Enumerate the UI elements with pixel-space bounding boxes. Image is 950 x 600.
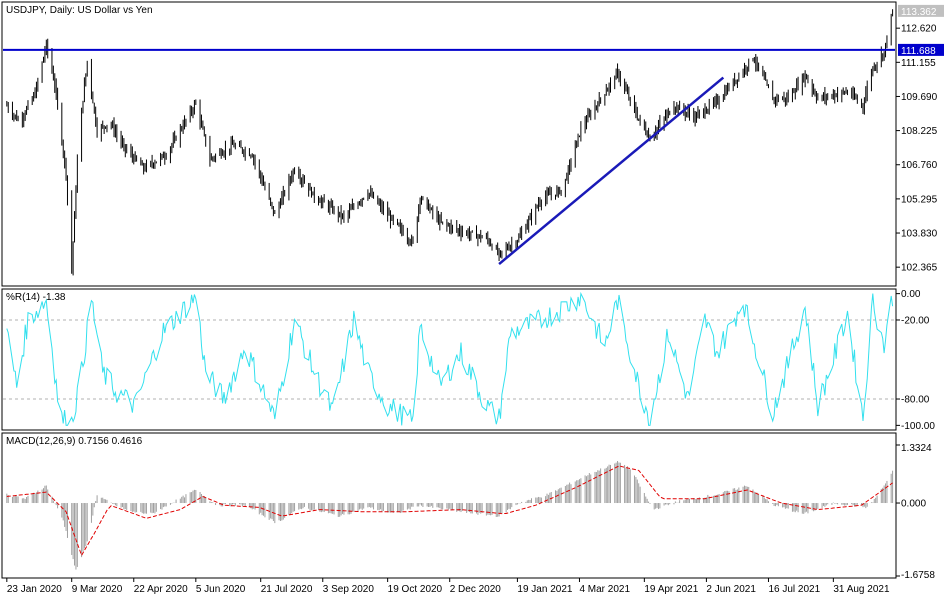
macd-indicator: [6, 460, 894, 570]
x-tick-label: 16 Jul 2021: [768, 584, 820, 595]
x-tick-label: 3 Sep 2020: [323, 584, 375, 595]
price-chart-title: USDJPY, Daily: US Dollar vs Yen: [6, 5, 153, 16]
x-tick-label: 9 Mar 2020: [72, 584, 123, 595]
price-tick-label: 109.690: [901, 92, 938, 103]
x-tick-label: 19 Oct 2020: [388, 584, 443, 595]
x-tick-label: 2 Dec 2020: [450, 584, 502, 595]
macd-tick-label: 1.3324: [901, 443, 932, 454]
price-overlays: [3, 48, 895, 265]
price-tick-label: 108.225: [901, 126, 938, 137]
x-tick-label: 2 Jun 2021: [706, 584, 756, 595]
price-tick-label: 111.155: [901, 58, 936, 69]
macd-signal-line: [6, 465, 893, 557]
x-tick-label: 19 Jan 2021: [517, 584, 572, 595]
x-tick-label: 21 Jul 2020: [261, 584, 313, 595]
x-tick-label: 4 Mar 2021: [579, 584, 630, 595]
macd-title: MACD(12,26,9) 0.7156 0.4616: [6, 436, 143, 447]
wpr-tick-label: -20.00: [901, 315, 930, 326]
price-tick-label: 105.295: [901, 194, 938, 205]
current-price-label: 113.362: [901, 7, 937, 18]
price-panel: [1, 1, 897, 287]
wpr-line: [6, 291, 894, 426]
price-tick-label: 112.620: [901, 24, 937, 35]
wpr-tick-label: 0.00: [901, 289, 921, 300]
x-tick-label: 31 Aug 2021: [833, 584, 890, 595]
macd-tick-label: -1.6758: [901, 570, 935, 581]
current-price-badge: [898, 4, 944, 17]
wpr-title: %R(14) -1.38: [6, 292, 66, 303]
price-tick-label: 103.830: [901, 229, 938, 240]
wpr-panel: [1, 288, 897, 431]
price-bars: [6, 9, 894, 276]
price-tick-label: 106.760: [901, 160, 938, 171]
level-price-badge: [898, 43, 944, 56]
wpr-tick-label: -100.00: [901, 421, 935, 432]
level-price-label: 111.688: [901, 46, 936, 57]
x-tick-label: 22 Apr 2020: [134, 584, 188, 595]
wpr-indicator: [3, 291, 895, 426]
axes: 112.620 111.155 109.690 108.225 106.760 105.2…: [6, 4, 944, 595]
wpr-tick-label: -80.00: [901, 395, 930, 406]
macd-tick-label: 0.000: [901, 499, 926, 510]
trend-line: [498, 76, 725, 265]
price-tick-label: 102.365: [901, 263, 938, 274]
x-tick-label: 19 Apr 2021: [644, 584, 698, 595]
x-tick-label: 23 Jan 2020: [7, 584, 62, 595]
x-tick-label: 5 Jun 2020: [196, 584, 246, 595]
